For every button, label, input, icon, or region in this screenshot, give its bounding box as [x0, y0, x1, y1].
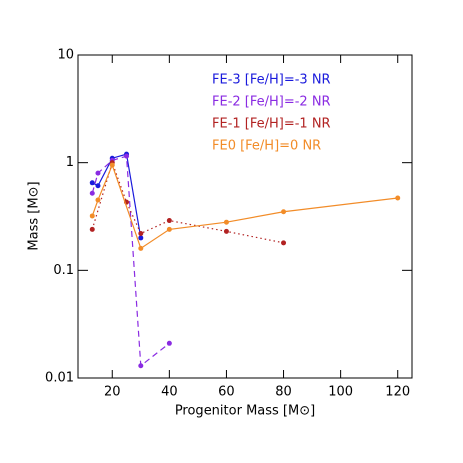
- y-tick-label: 0.01: [45, 371, 74, 386]
- x-tick-label: 60: [218, 385, 235, 400]
- data-point: [166, 226, 172, 232]
- y-tick-label: 0.1: [53, 263, 74, 278]
- data-point: [124, 153, 130, 159]
- data-point: [138, 245, 144, 251]
- data-point: [166, 340, 172, 346]
- legend-entry: FE-3 [Fe/H]=-3 NR: [212, 73, 331, 88]
- data-point: [223, 228, 229, 234]
- data-point: [281, 240, 287, 246]
- y-tick-label: 1: [66, 155, 74, 170]
- x-tick-label: 80: [275, 385, 292, 400]
- data-point: [89, 190, 95, 196]
- data-point: [223, 219, 229, 225]
- x-tick-label: 120: [385, 385, 410, 400]
- legend-entry: FE-1 [Fe/H]=-1 NR: [212, 117, 331, 132]
- legend-entry: FE-2 [Fe/H]=-2 NR: [212, 95, 331, 110]
- data-point: [109, 162, 115, 168]
- data-point: [89, 180, 95, 186]
- x-tick-label: 100: [328, 385, 353, 400]
- data-point: [395, 195, 401, 201]
- y-axis-label: Mass [M⊙]: [27, 181, 42, 250]
- x-tick-label: 20: [104, 385, 121, 400]
- data-point: [95, 197, 101, 203]
- data-point: [95, 170, 101, 176]
- data-point: [89, 226, 95, 232]
- x-axis-label: Progenitor Mass [M⊙]: [175, 404, 315, 419]
- series-line: [91, 160, 284, 244]
- series-line: [91, 155, 170, 367]
- plot-frame: [77, 54, 413, 379]
- data-point: [89, 213, 95, 219]
- data-point: [166, 218, 172, 224]
- data-point: [138, 235, 144, 241]
- legend-entry: FE0 [Fe/H]=0 NR: [212, 139, 321, 154]
- series-line: [91, 163, 398, 250]
- data-point: [95, 183, 101, 189]
- y-tick-label: 10: [57, 48, 74, 63]
- x-tick-label: 40: [161, 385, 178, 400]
- data-point: [138, 230, 144, 236]
- data-point: [138, 363, 144, 369]
- data-point: [281, 209, 287, 215]
